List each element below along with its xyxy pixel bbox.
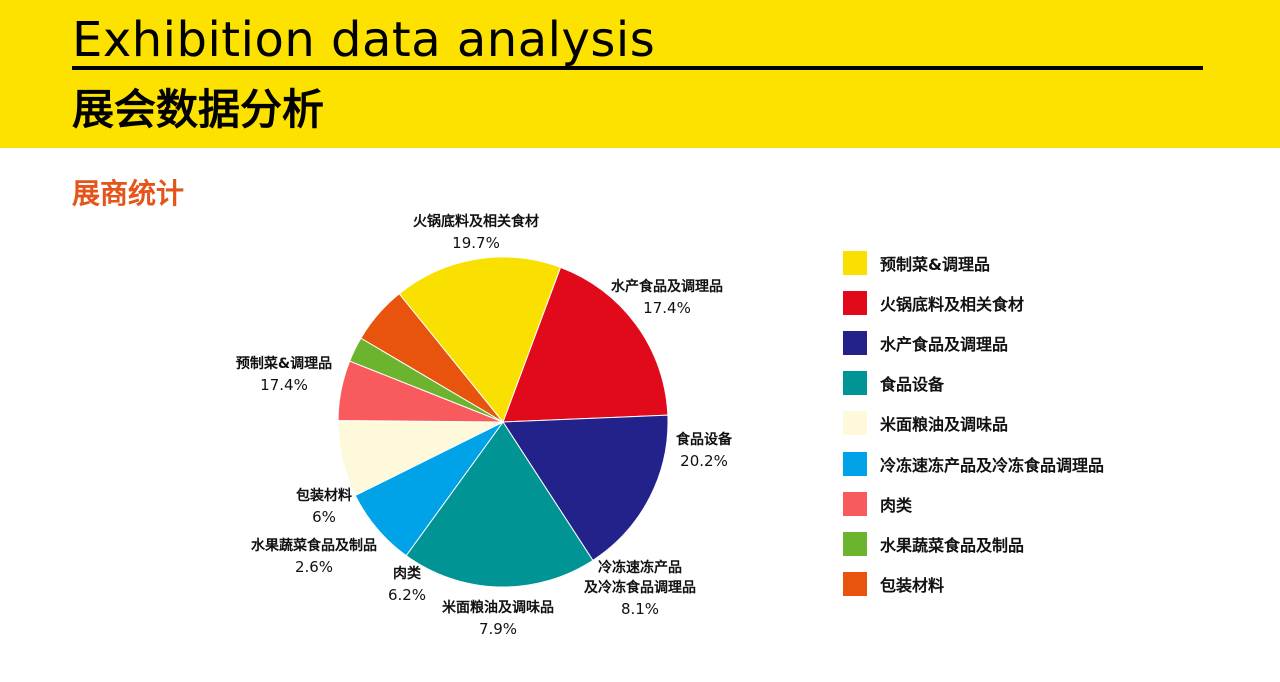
chart-legend: 预制菜&调理品火锅底料及相关食材 水产食品及调理品 食品设备米面粮油及调味品冷冻速冻… xyxy=(843,243,1243,604)
slice-label: 食品设备 xyxy=(676,431,733,448)
legend-label: 预制菜&调理品 xyxy=(880,255,990,275)
pie-slice xyxy=(405,421,594,588)
slice-label: 火锅底料及相关食材 xyxy=(413,213,539,230)
legend-item: 食品设备 xyxy=(843,363,1243,403)
legend-item: 水产食品及调理品 xyxy=(843,323,1243,363)
legend-item: 火锅底料及相关食材 xyxy=(843,283,1243,323)
slice-label: 冷冻速冻产品 xyxy=(598,559,682,576)
legend-label: 冷冻速冻产品及冷冻食品调理品 xyxy=(880,455,1105,475)
pie-slice xyxy=(398,256,562,423)
slice-label: 及冷冻食品调理品 xyxy=(584,579,696,596)
title-english: Exhibition data analysis xyxy=(72,12,656,68)
legend-label: 包装材料 xyxy=(880,575,945,595)
slice-label-group: 冷冻速冻产品及冷冻食品调理品 8.1% xyxy=(584,559,696,618)
slice-label-group: 预制菜&调理品 17.4% xyxy=(236,355,332,394)
legend-swatch xyxy=(843,331,867,356)
legend-item: 预制菜&调理品 xyxy=(843,243,1243,283)
legend-swatch xyxy=(843,491,867,516)
slice-label-group: 肉类 6.2% xyxy=(388,565,426,604)
slice-label: 包装材料 xyxy=(296,487,352,504)
slice-label-group: 米面粮油及调味品 7.9% xyxy=(442,599,554,638)
legend-label: 火锅底料及相关食材 xyxy=(880,295,1025,315)
legend-label: 水产食品及调理品 xyxy=(880,335,1009,355)
header-banner: Exhibition data analysis 展会数据分析 xyxy=(0,0,1280,148)
slice-label-group: 水产食品及调理品 17.4% xyxy=(611,278,723,317)
slice-value-label: 17.4% xyxy=(260,376,308,394)
slice-value-label: 20.2% xyxy=(680,452,728,470)
section-title: 展商统计 xyxy=(72,177,185,210)
slice-label: 水产食品及调理品 xyxy=(611,278,723,295)
title-chinese: 展会数据分析 xyxy=(72,85,325,134)
legend-swatch xyxy=(843,571,867,596)
slice-label-group: 水果蔬菜食品及制品 2.6% xyxy=(251,537,377,576)
legend-item: 肉类 xyxy=(843,484,1243,524)
slice-value-label: 19.7% xyxy=(452,234,500,252)
slice-label: 米面粮油及调味品 xyxy=(442,599,554,616)
pie-chart: 预制菜&调理品 17.4% 火锅底料及相关食材 19.7% 水产食品及调理品 17.4% 食… xyxy=(236,213,733,638)
legend-swatch xyxy=(843,291,867,316)
legend-swatch xyxy=(843,371,867,396)
title-divider xyxy=(72,66,1203,70)
slice-label-group: 食品设备 20.2% xyxy=(676,431,733,470)
slice-label-group: 火锅底料及相关食材 19.7% xyxy=(413,213,539,252)
slice-value-label: 17.4% xyxy=(643,299,691,317)
slice-label: 水果蔬菜食品及制品 xyxy=(251,537,377,554)
pie-slice xyxy=(502,266,669,423)
legend-swatch xyxy=(843,451,867,476)
slice-label: 肉类 xyxy=(393,565,422,582)
slice-label: 预制菜&调理品 xyxy=(236,355,332,372)
slice-value-label: 7.9% xyxy=(479,620,517,638)
legend-label: 水果蔬菜食品及制品 xyxy=(880,535,1025,555)
legend-label: 食品设备 xyxy=(880,375,945,395)
legend-item: 米面粮油及调味品 xyxy=(843,403,1243,443)
legend-label: 肉类 xyxy=(880,495,913,515)
slice-value-label: 6% xyxy=(312,508,336,526)
legend-item: 水果蔬菜食品及制品 xyxy=(843,524,1243,564)
legend-swatch xyxy=(843,411,867,436)
legend-item: 冷冻速冻产品及冷冻食品调理品 xyxy=(843,443,1243,483)
slice-label-group: 包装材料 6% xyxy=(296,487,352,526)
legend-swatch xyxy=(843,531,867,556)
pie-slice xyxy=(502,414,669,562)
slice-value-label: 8.1% xyxy=(621,600,659,618)
slice-value-label: 2.6% xyxy=(295,558,333,576)
legend-label: 米面粮油及调味品 xyxy=(880,415,1009,435)
slice-value-label: 6.2% xyxy=(388,586,426,604)
legend-item: 包装材料 xyxy=(843,564,1243,604)
legend-swatch xyxy=(843,251,867,276)
